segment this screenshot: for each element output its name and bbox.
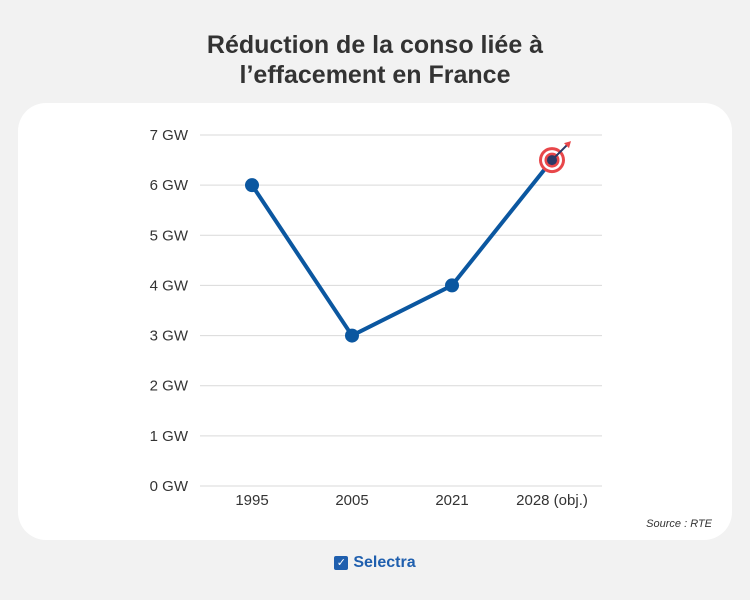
data-point [345, 328, 359, 343]
x-tick-label: 2028 (obj.) [516, 492, 588, 509]
y-tick-label: 1 GW [150, 428, 189, 445]
y-tick-label: 4 GW [150, 277, 189, 294]
title-line-1: Réduction de la conso liée à [206, 31, 544, 59]
data-point [445, 278, 459, 293]
chart-card: 0 GW 1 GW 2 GW 3 GW 4 GW 5 GW 6 GW 7 GW 1995 2005… [18, 103, 732, 540]
y-tick-label: 0 GW [150, 478, 189, 495]
brand-logo: ✓ Selectra [0, 554, 750, 572]
target-bullseye-icon [539, 141, 571, 174]
series-line [250, 158, 554, 338]
chart-title: Réduction de la conso liée à l’effacemen… [0, 30, 750, 90]
title-line-2: l’effacement en France [239, 61, 511, 89]
y-tick-label: 2 GW [150, 378, 189, 395]
x-tick-label: 2021 [435, 492, 468, 509]
x-tick-label: 1995 [235, 492, 268, 509]
y-tick-label: 3 GW [150, 328, 189, 345]
line-chart: 0 GW 1 GW 2 GW 3 GW 4 GW 5 GW 6 GW 7 GW 1995 2005… [150, 127, 602, 509]
data-point [245, 178, 259, 193]
checkmark-logo-icon: ✓ [334, 556, 349, 570]
x-tick-label: 2005 [335, 492, 368, 509]
source-note: Source : RTE [646, 518, 712, 530]
y-tick-label: 6 GW [150, 177, 189, 194]
y-tick-label: 7 GW [150, 127, 189, 144]
y-tick-label: 5 GW [150, 227, 189, 244]
brand-name: Selectra [353, 554, 416, 571]
